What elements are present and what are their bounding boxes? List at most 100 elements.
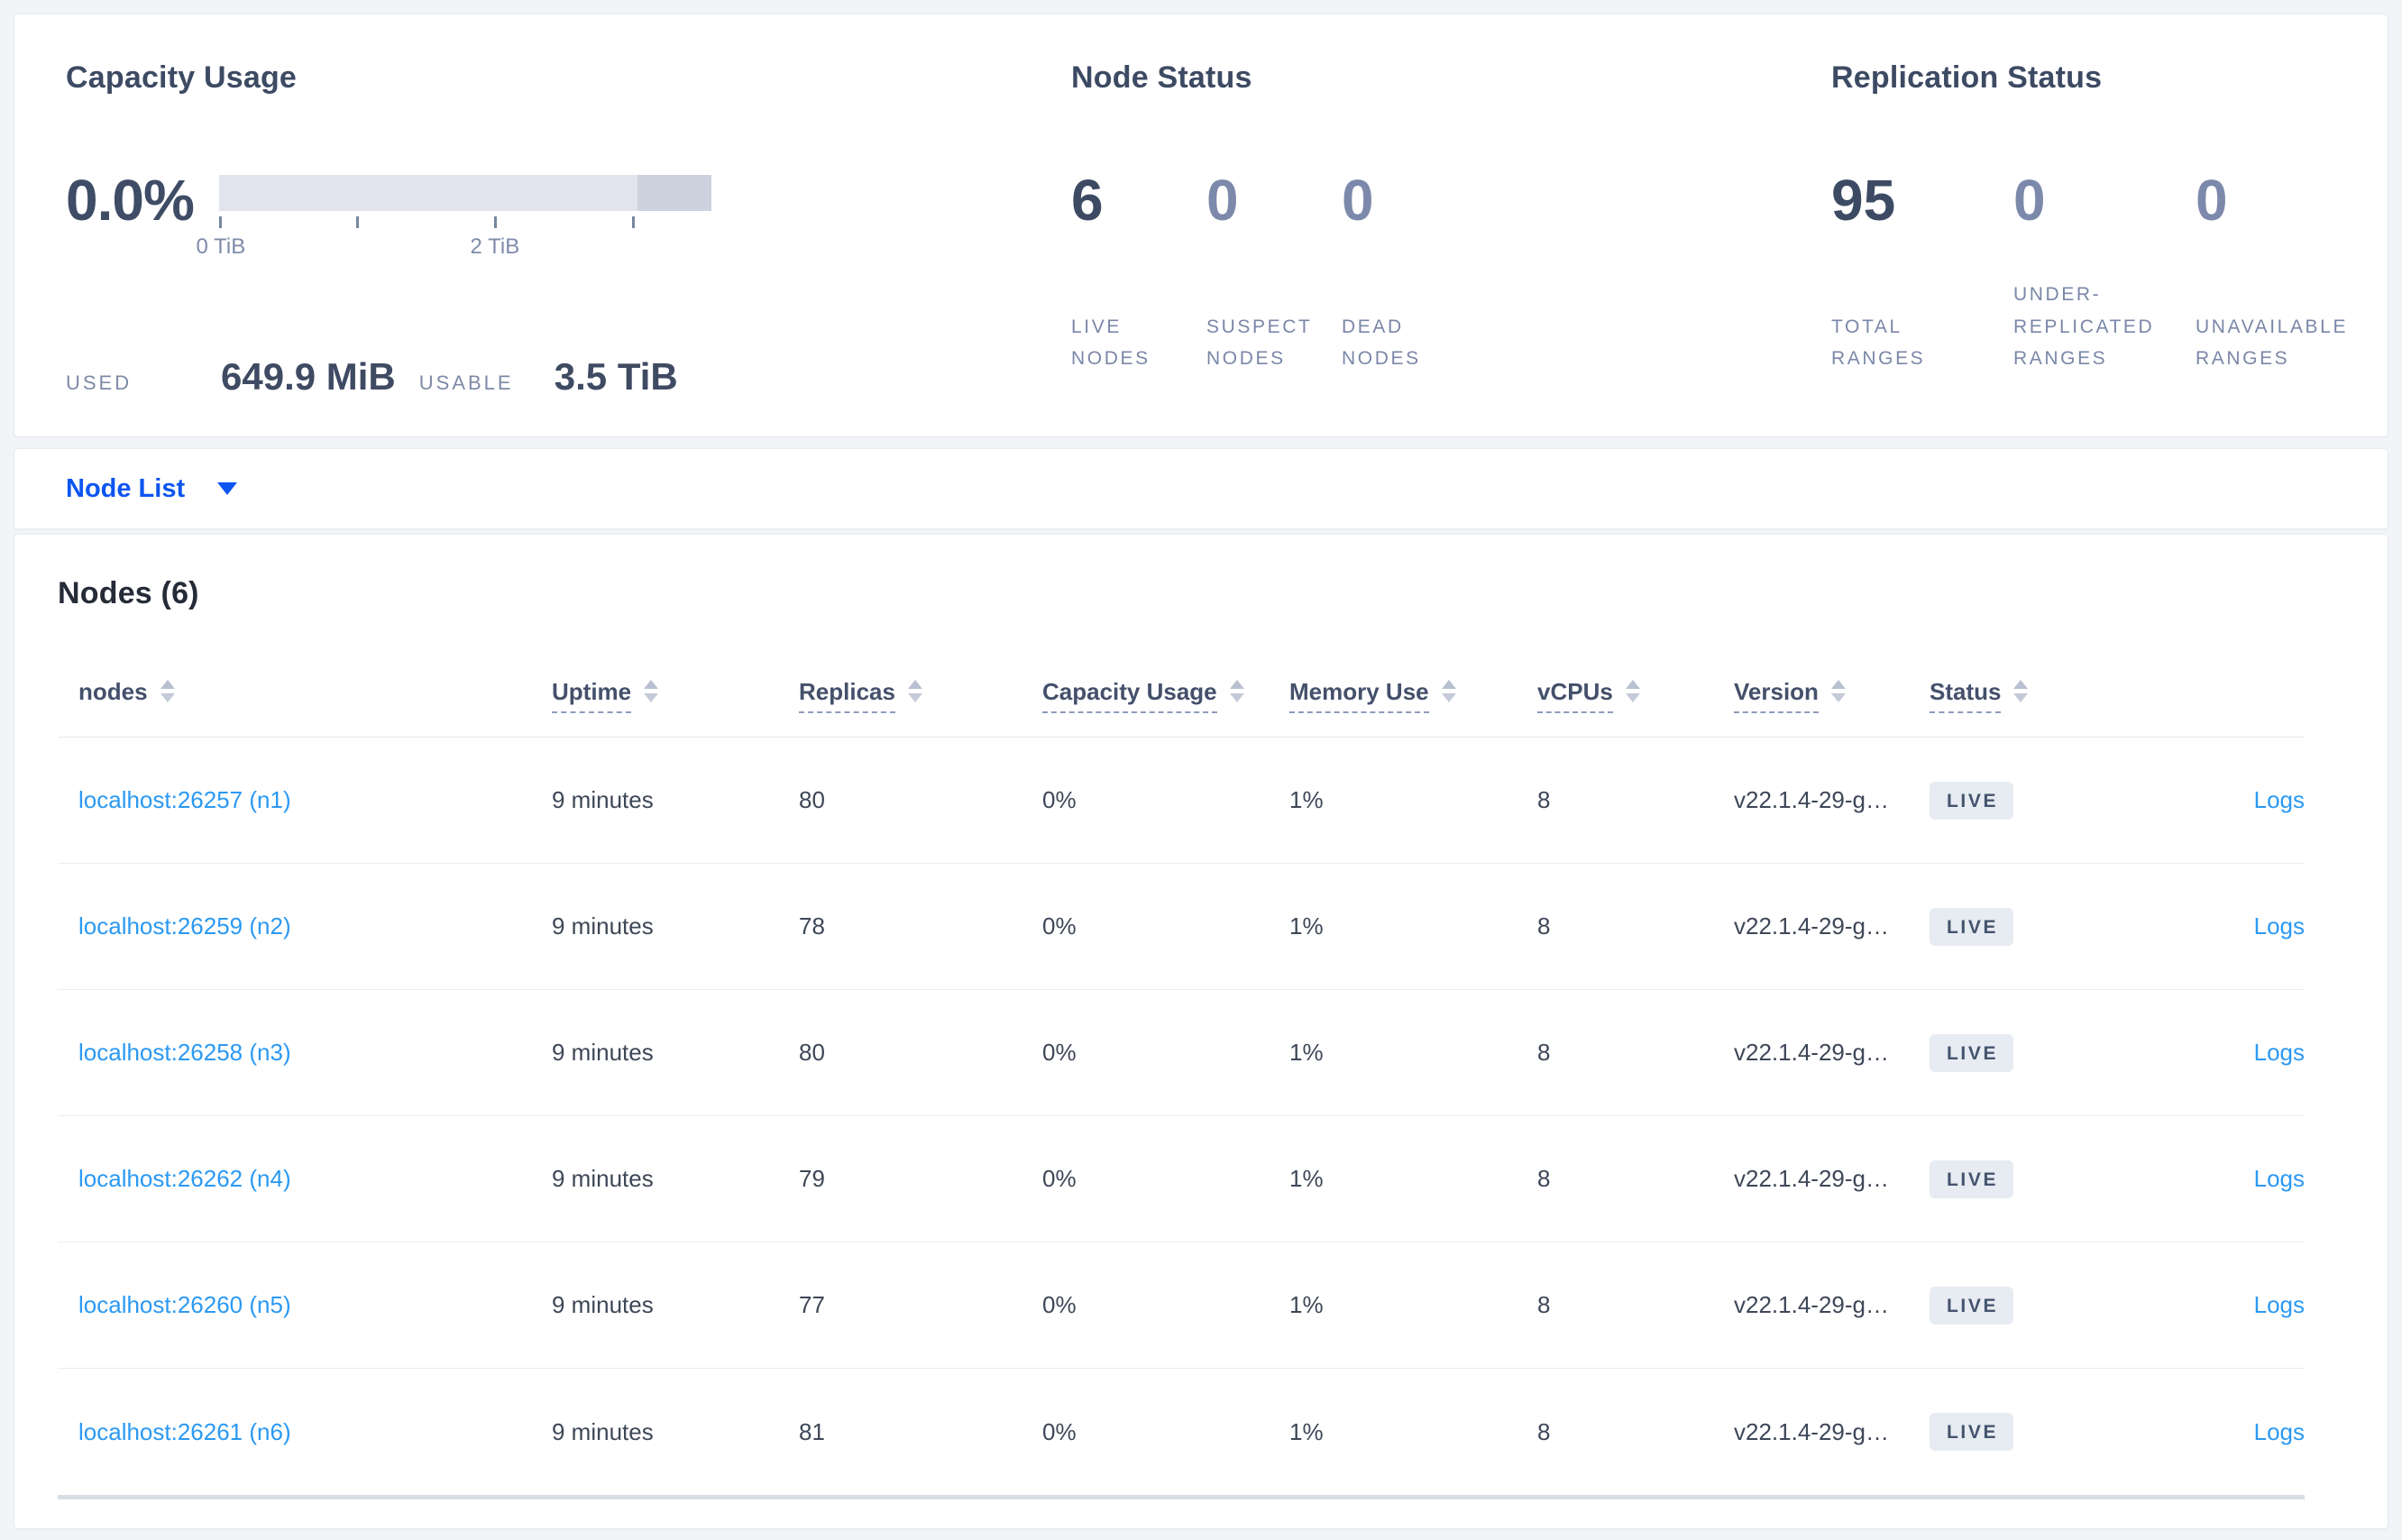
under-replicated-ranges-stat: 0 Under-replicated Ranges (2013, 164, 2196, 375)
under-replicated-ranges-count: 0 (2013, 168, 2046, 233)
node-list-dropdown[interactable]: Node List (66, 474, 238, 504)
node-link[interactable]: localhost:26258 (n3) (78, 1039, 291, 1066)
axis-tick (631, 216, 635, 228)
sort-icon[interactable] (1625, 680, 1640, 702)
table-row: localhost:26257 (n1) 9 minutes 80 0% 1% … (58, 738, 2305, 864)
used-value: 649.9 MiB (221, 355, 396, 398)
capacity-gauge: 0.0% 0 TiB 2 TiB (66, 164, 1071, 263)
column-header-capacity-usage[interactable]: Capacity Usage (1042, 678, 1289, 713)
uptime-cell: 9 minutes (552, 1291, 654, 1318)
capacity-cell: 0% (1042, 912, 1077, 940)
capacity-usage-section: Capacity Usage 0.0% 0 TiB 2 TiB (66, 60, 1071, 436)
logs-link[interactable]: Logs (2253, 1165, 2305, 1192)
version-cell: v22.1.4-29-g… (1734, 1291, 1889, 1318)
replication-status-title: Replication Status (1831, 60, 2103, 95)
version-cell: v22.1.4-29-g… (1734, 786, 1889, 813)
vcpus-cell: 8 (1537, 1417, 1551, 1445)
capacity-cell: 0% (1042, 1165, 1077, 1192)
live-nodes-label: Live Nodes (1071, 316, 1151, 370)
total-ranges-label: Total Ranges (1831, 316, 1926, 370)
dead-nodes-count: 0 (1342, 168, 1374, 233)
live-nodes-stat: 6 Live Nodes (1071, 164, 1206, 375)
table-row: localhost:26262 (n4) 9 minutes 79 0% 1% … (58, 1116, 2305, 1242)
node-link[interactable]: localhost:26257 (n1) (78, 786, 291, 813)
sort-icon[interactable] (644, 680, 659, 702)
logs-link[interactable]: Logs (2253, 1291, 2305, 1318)
column-header-version[interactable]: Version (1734, 678, 1930, 713)
status-badge: LIVE (1930, 781, 2014, 820)
node-link[interactable]: localhost:26260 (n5) (78, 1291, 291, 1318)
suspect-nodes-stat: 0 Suspect Nodes (1206, 164, 1342, 375)
vcpus-header-label: vCPUs (1537, 678, 1613, 713)
sort-icon[interactable] (1441, 680, 1456, 702)
logs-link[interactable]: Logs (2253, 786, 2305, 813)
vcpus-cell: 8 (1537, 1165, 1551, 1192)
column-header-nodes[interactable]: nodes (58, 678, 552, 705)
version-cell: v22.1.4-29-g… (1734, 1165, 1889, 1192)
unavailable-ranges-label: Unavailable Ranges (2196, 316, 2349, 370)
sort-icon[interactable] (160, 680, 175, 702)
nodes-panel-title: Nodes (6) (58, 576, 199, 610)
column-header-replicas[interactable]: Replicas (799, 678, 1042, 713)
node-link[interactable]: localhost:26261 (n6) (78, 1417, 291, 1445)
sort-icon[interactable] (907, 680, 922, 702)
nodes-table: nodes Uptime Replicas Capacity Usage Mem… (58, 646, 2305, 1499)
memory-cell: 1% (1289, 1291, 1324, 1318)
node-link[interactable]: localhost:26262 (n4) (78, 1165, 291, 1192)
status-header-label: Status (1930, 678, 2002, 713)
nodes-table-header: nodes Uptime Replicas Capacity Usage Mem… (58, 646, 2305, 738)
logs-link[interactable]: Logs (2253, 1039, 2305, 1066)
live-nodes-count: 6 (1071, 168, 1104, 233)
vcpus-cell: 8 (1537, 1291, 1551, 1318)
node-link[interactable]: localhost:26259 (n2) (78, 912, 291, 940)
nodes-table-panel: Nodes (6) nodes Uptime Replicas Capacity… (14, 534, 2388, 1529)
used-label: Used (66, 371, 133, 394)
capacity-used-usable-row: Used 649.9 MiB Usable 3.5 TiB (66, 355, 1071, 399)
version-cell: v22.1.4-29-g… (1734, 1417, 1889, 1445)
sort-icon[interactable] (1830, 680, 1846, 702)
usable-value: 3.5 TiB (554, 355, 678, 398)
suspect-nodes-count: 0 (1206, 168, 1239, 233)
replicas-cell: 77 (799, 1291, 825, 1318)
axis-tick (355, 216, 359, 228)
under-replicated-ranges-label: Under-replicated Ranges (2013, 283, 2155, 370)
capacity-usage-title: Capacity Usage (66, 60, 298, 95)
capacity-cell: 0% (1042, 1039, 1077, 1066)
capacity-percent-value: 0.0% (66, 168, 195, 233)
column-header-memory-use[interactable]: Memory Use (1289, 678, 1537, 713)
capacity-usage-header-label: Capacity Usage (1042, 678, 1217, 713)
logs-link[interactable]: Logs (2253, 912, 2305, 940)
memory-cell: 1% (1289, 1417, 1324, 1445)
total-ranges-count: 95 (1831, 168, 1896, 233)
uptime-cell: 9 minutes (552, 1039, 654, 1066)
logs-link[interactable]: Logs (2253, 1417, 2305, 1445)
column-header-vcpus[interactable]: vCPUs (1537, 678, 1734, 713)
node-status-title: Node Status (1071, 60, 1252, 95)
memory-use-header-label: Memory Use (1289, 678, 1429, 713)
memory-cell: 1% (1289, 912, 1324, 940)
column-header-uptime[interactable]: Uptime (552, 678, 799, 713)
axis-label-0tib: 0 TiB (196, 234, 246, 259)
version-cell: v22.1.4-29-g… (1734, 1039, 1889, 1066)
capacity-axis-ticks (218, 216, 711, 231)
capacity-cell: 0% (1042, 1291, 1077, 1318)
table-row: localhost:26259 (n2) 9 minutes 78 0% 1% … (58, 864, 2305, 990)
axis-tick (493, 216, 497, 228)
vcpus-cell: 8 (1537, 786, 1551, 813)
horizontal-scrollbar[interactable] (58, 1495, 2305, 1499)
uptime-header-label: Uptime (552, 678, 632, 713)
sort-icon[interactable] (1229, 680, 1244, 702)
vcpus-cell: 8 (1537, 1039, 1551, 1066)
node-status-section: Node Status 6 Live Nodes 0 Suspect Nodes… (1071, 60, 1831, 436)
sort-icon[interactable] (2013, 680, 2029, 702)
memory-cell: 1% (1289, 786, 1324, 813)
column-header-status[interactable]: Status (1930, 678, 2164, 713)
version-cell: v22.1.4-29-g… (1734, 912, 1889, 940)
table-row: localhost:26258 (n3) 9 minutes 80 0% 1% … (58, 990, 2305, 1116)
replication-status-section: Replication Status 95 Total Ranges 0 Und… (1831, 60, 2378, 436)
view-selector-strip: Node List (14, 448, 2388, 529)
uptime-cell: 9 minutes (552, 786, 654, 813)
dead-nodes-stat: 0 Dead Nodes (1342, 164, 1477, 375)
capacity-cell: 0% (1042, 1417, 1077, 1445)
